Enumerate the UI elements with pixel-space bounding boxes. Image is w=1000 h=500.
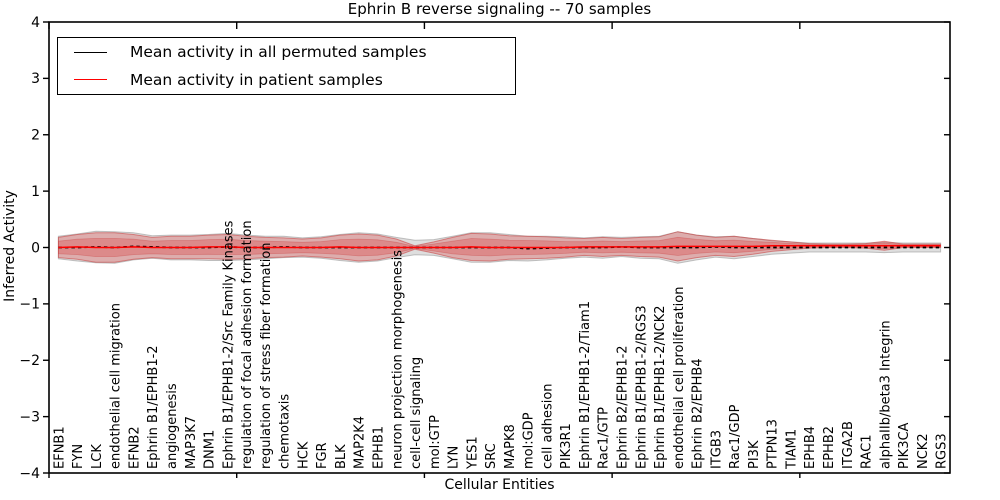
x-tick-label: EFNB1 — [52, 426, 67, 469]
x-tick-label: chemotaxis — [278, 394, 293, 469]
x-tick-label: neuron projection morphogenesis — [390, 250, 405, 469]
y-tick-label: 2 — [31, 128, 40, 144]
y-axis-title: Inferred Activity — [2, 190, 18, 302]
x-tick-label: FYN — [71, 444, 86, 469]
x-tick-label: Ephrin B2/EPHB4 — [691, 358, 706, 469]
x-tick-label: LYN — [447, 446, 462, 469]
legend: Mean activity in all permuted samples Me… — [57, 37, 516, 95]
y-tick-label: 1 — [31, 184, 40, 200]
x-tick-label: Ephrin B1/EPHB1-2/Tiam1 — [578, 301, 593, 469]
x-tick-label: RGS3 — [935, 433, 950, 469]
x-tick-label: Ephrin B1/EPHB1-2/RGS3 — [634, 305, 649, 469]
y-tick-label: 0 — [31, 240, 40, 256]
x-tick-label: MAPK8 — [503, 424, 518, 469]
legend-label-patient: Mean activity in patient samples — [130, 70, 383, 89]
y-tick-label: −1 — [19, 297, 40, 313]
patient-mean-line — [58, 245, 941, 249]
x-tick-label: DNM1 — [203, 430, 218, 469]
y-tick-label: −3 — [19, 409, 40, 425]
x-tick-label: LCK — [90, 444, 105, 469]
x-tick-label: MAP3K7 — [184, 416, 199, 469]
x-tick-label: ITGA2B — [841, 421, 856, 469]
legend-label-permuted: Mean activity in all permuted samples — [130, 43, 427, 62]
x-tick-label: EPHB2 — [822, 426, 837, 469]
x-tick-label: mol:GDP — [522, 412, 537, 469]
x-tick-label: PI3K — [747, 440, 762, 469]
legend-entry-patient: Mean activity in patient samples — [58, 67, 515, 93]
x-axis-title: Cellular Entities — [444, 477, 555, 493]
x-tick-label: MAP2K4 — [353, 416, 368, 469]
y-tick-label: −2 — [19, 353, 40, 369]
permuted-line-swatch — [74, 51, 107, 53]
x-tick-label: EPHB1 — [371, 426, 386, 469]
x-tick-label: FGR — [315, 442, 330, 469]
x-tick-label: RAC1 — [860, 434, 875, 469]
x-tick-label: cell-cell signaling — [409, 357, 424, 469]
x-tick-label: regulation of focal adhesion formation — [240, 220, 255, 469]
x-tick-label: ITGB3 — [709, 430, 724, 469]
x-tick-label: mol:GTP — [428, 415, 443, 469]
x-tick-label: HCK — [296, 441, 311, 469]
x-tick-label: PTPN13 — [766, 419, 781, 469]
x-tick-label: Rac1/GDP — [728, 404, 743, 469]
y-tick-label: 3 — [31, 71, 40, 87]
y-tick-label: −4 — [19, 466, 40, 482]
x-tick-label: cell adhesion — [540, 383, 555, 469]
x-tick-label: EFNB2 — [127, 426, 142, 469]
x-tick-label: EPHB4 — [803, 426, 818, 469]
x-tick-label: Ephrin B1/EPHB1-2 — [146, 345, 161, 469]
x-tick-label: Rac1/GTP — [597, 407, 612, 469]
plot-title: Ephrin B reverse signaling -- 70 samples — [347, 0, 652, 18]
x-tick-label: NCK2 — [916, 433, 931, 469]
x-tick-label: regulation of stress fiber formation — [259, 242, 274, 469]
x-tick-label: endothelial cell proliferation — [672, 287, 687, 470]
y-tick-label: 4 — [31, 15, 40, 31]
patient-line-swatch — [74, 79, 107, 81]
x-tick-label: TIAM1 — [784, 429, 799, 470]
x-tick-label: Ephrin B2/EPHB1-2 — [616, 345, 631, 469]
x-tick-label: endothelial cell migration — [109, 303, 124, 469]
x-tick-label: Ephrin B1/EPHB1-2/NCK2 — [653, 305, 668, 469]
x-tick-label: BLK — [334, 444, 349, 469]
x-tick-label: YES1 — [465, 436, 480, 470]
legend-entry-permuted: Mean activity in all permuted samples — [58, 39, 515, 65]
permuted-mean-line — [58, 245, 941, 250]
x-tick-label: PIK3CA — [897, 422, 912, 469]
x-tick-label: alphaIIb/beta3 Integrin — [878, 320, 893, 469]
x-tick-label: Ephrin B1/EPHB1-2/Src Family Kinases — [221, 220, 236, 469]
x-tick-label: SRC — [484, 443, 499, 469]
x-tick-label: angiogenesis — [165, 383, 180, 469]
x-tick-label: PIK3R1 — [559, 423, 574, 469]
